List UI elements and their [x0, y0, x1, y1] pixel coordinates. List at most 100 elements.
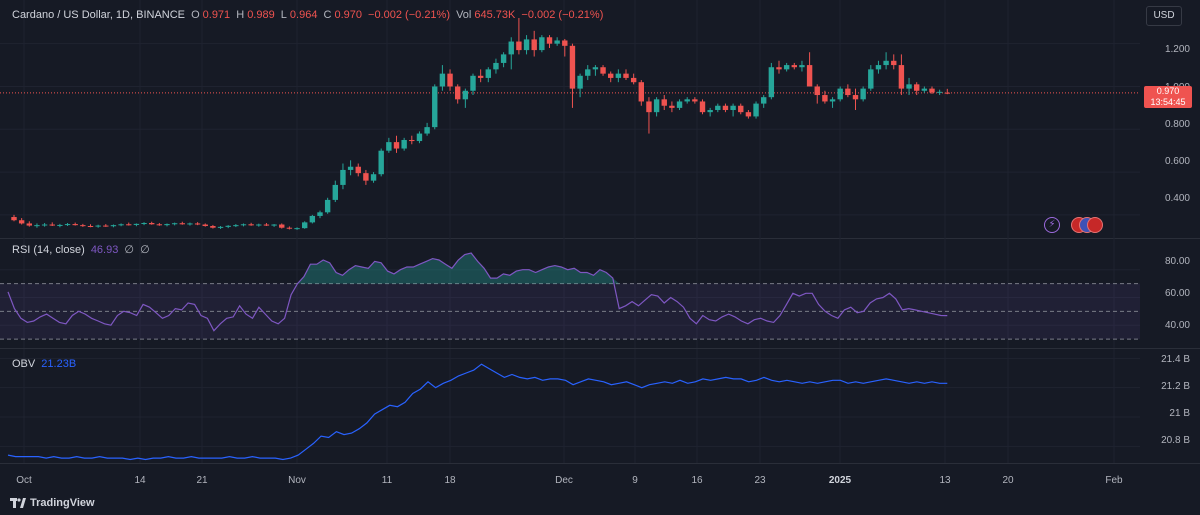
- pane-separator[interactable]: [0, 348, 1200, 349]
- candle-body: [393, 142, 400, 149]
- rsi-tick: 40.00: [1164, 320, 1190, 331]
- events-flags-icon[interactable]: [1071, 217, 1103, 233]
- obv-label[interactable]: OBV: [12, 358, 36, 370]
- candle-body: [294, 228, 300, 230]
- time-tick: 16: [691, 475, 703, 486]
- time-tick: Oct: [16, 475, 32, 486]
- candle-body: [302, 222, 308, 229]
- open-value: 0.971: [202, 9, 231, 21]
- candle-body: [363, 173, 369, 181]
- rsi-line: [7, 252, 948, 332]
- symbol-title[interactable]: Cardano / US Dollar, 1D, BINANCE: [12, 9, 186, 21]
- low-value: 0.964: [289, 9, 318, 21]
- rsi-axis[interactable]: 80.00 60.00 40.00: [1140, 238, 1200, 348]
- candle-body: [753, 103, 759, 117]
- candle-body: [455, 86, 461, 100]
- candle-body: [722, 105, 729, 111]
- candle-body: [646, 101, 652, 113]
- obv-pane[interactable]: OBV 21.23B: [0, 349, 1140, 463]
- candle-body: [432, 86, 438, 128]
- candle-body: [477, 75, 484, 78]
- candle-body: [194, 223, 201, 225]
- candle-body: [309, 215, 316, 223]
- price-legend: Cardano / US Dollar, 1D, BINANCE O 0.971 …: [12, 9, 606, 21]
- candle-body: [187, 223, 193, 225]
- candle-body: [141, 223, 147, 225]
- candle-body: [370, 174, 377, 181]
- candlestick-chart[interactable]: [0, 0, 1140, 238]
- volume-change: −0.002 (−0.21%): [521, 9, 604, 21]
- candle-body: [57, 224, 63, 226]
- lightning-icon[interactable]: ⚡: [1044, 217, 1060, 233]
- price-tick: 0.600: [1164, 156, 1190, 167]
- candle-body: [80, 225, 86, 227]
- time-tick: 9: [632, 475, 638, 486]
- candle-body: [669, 105, 675, 108]
- candle-body: [447, 73, 453, 87]
- rsi-pane[interactable]: RSI (14, close) 46.93 ∅ ∅: [0, 238, 1140, 348]
- currency-button[interactable]: USD: [1146, 6, 1182, 26]
- tradingview-logo[interactable]: TradingView: [10, 496, 95, 510]
- pane-separator[interactable]: [0, 238, 1200, 239]
- obv-tick: 21 B: [1169, 408, 1190, 419]
- rsi-label[interactable]: RSI (14, close): [12, 244, 85, 256]
- rsi-overbought-fill: [8, 253, 948, 284]
- close-label: C: [323, 9, 332, 21]
- candle-body: [133, 223, 140, 225]
- rsi-extra2: ∅: [140, 244, 150, 256]
- time-tick: Feb: [1105, 475, 1123, 486]
- candle-body: [653, 99, 660, 113]
- candle-body: [18, 220, 25, 224]
- candle-body: [41, 224, 48, 226]
- candle-body: [600, 67, 606, 74]
- volume-label: Vol: [456, 9, 472, 21]
- candle-body: [493, 62, 499, 70]
- candle-body: [791, 65, 797, 68]
- price-pane[interactable]: Cardano / US Dollar, 1D, BINANCE O 0.971 …: [0, 0, 1140, 238]
- obv-line: [7, 363, 948, 461]
- candle-body: [531, 39, 537, 51]
- obv-axis[interactable]: 21.4 B 21.2 B 21 B 20.8 B: [1140, 349, 1200, 463]
- candle-body: [883, 60, 889, 66]
- candle-body: [156, 224, 163, 226]
- obv-value: 21.23B: [41, 358, 77, 370]
- candle-body: [409, 139, 415, 142]
- candle-body: [286, 227, 293, 229]
- candle-body: [852, 95, 859, 100]
- candle-body: [715, 105, 721, 111]
- candle-body: [761, 97, 767, 104]
- price-tick: 1.200: [1164, 44, 1190, 55]
- candle-body: [347, 166, 354, 170]
- rsi-extra1: ∅: [124, 244, 134, 256]
- candle-body: [539, 37, 545, 51]
- candle-body: [164, 224, 170, 226]
- obv-legend: OBV 21.23B: [12, 358, 79, 370]
- candle-body: [378, 150, 384, 175]
- candle-body: [240, 224, 247, 226]
- candle-body: [95, 225, 101, 227]
- candle-body: [898, 65, 905, 89]
- price-tick: 0.400: [1164, 193, 1190, 204]
- obv-chart[interactable]: [0, 349, 1140, 463]
- candle-body: [906, 84, 912, 89]
- candle-body: [692, 99, 698, 102]
- price-axis[interactable]: USD 1.200 1.000 0.800 0.600 0.400 0.970 …: [1140, 0, 1200, 238]
- candle-body: [768, 67, 775, 98]
- time-tick-year: 2025: [828, 475, 852, 486]
- bar-countdown: 13:54:45: [1150, 97, 1186, 107]
- candle-body: [171, 223, 178, 225]
- candle-body: [508, 41, 514, 55]
- candle-body: [179, 223, 185, 225]
- time-tick: Dec: [555, 475, 573, 486]
- candle-body: [929, 88, 935, 93]
- rsi-chart[interactable]: [0, 238, 1140, 348]
- candle-body: [638, 82, 644, 102]
- candle-body: [546, 37, 553, 44]
- candle-body: [921, 88, 928, 91]
- candle-body: [608, 73, 614, 78]
- tradingview-logo-icon: [10, 498, 26, 508]
- time-tick: 18: [444, 475, 456, 486]
- candle-body: [914, 84, 920, 91]
- candle-body: [34, 225, 40, 227]
- candle-body: [386, 142, 392, 151]
